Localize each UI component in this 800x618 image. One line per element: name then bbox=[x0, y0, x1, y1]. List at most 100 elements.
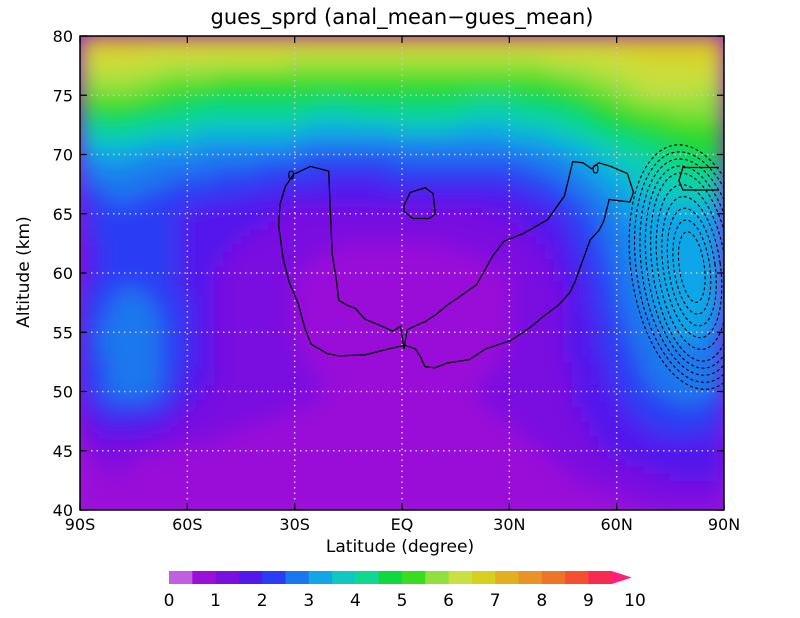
field-cell bbox=[160, 235, 171, 244]
field-cell bbox=[410, 117, 421, 126]
field-cell bbox=[393, 361, 403, 370]
field-cell bbox=[223, 273, 233, 282]
field-cell bbox=[285, 450, 296, 459]
field-cell bbox=[598, 347, 609, 356]
field-cell bbox=[142, 295, 153, 304]
field-cell bbox=[88, 495, 99, 504]
field-cell bbox=[518, 243, 528, 252]
field-cell bbox=[241, 102, 251, 111]
field-cell bbox=[357, 287, 367, 296]
field-cell bbox=[419, 132, 430, 141]
field-cell bbox=[258, 354, 269, 363]
field-cell bbox=[321, 324, 332, 333]
field-cell bbox=[205, 332, 215, 341]
field-cell bbox=[223, 472, 233, 481]
field-cell bbox=[124, 80, 135, 89]
field-cell bbox=[258, 435, 269, 444]
field-cell bbox=[625, 376, 636, 385]
field-cell bbox=[715, 295, 724, 304]
colorbar-swatch bbox=[238, 571, 263, 584]
field-cell bbox=[205, 161, 215, 170]
field-cell bbox=[589, 176, 600, 185]
field-cell bbox=[652, 354, 662, 363]
field-cell bbox=[294, 332, 305, 341]
field-cell bbox=[160, 213, 171, 222]
field-cell bbox=[330, 361, 340, 370]
field-cell bbox=[437, 354, 448, 363]
field-cell bbox=[205, 206, 215, 215]
field-cell bbox=[634, 110, 645, 119]
field-cell bbox=[205, 258, 215, 267]
field-cell bbox=[473, 376, 484, 385]
field-cell bbox=[285, 184, 296, 193]
field-cell bbox=[643, 443, 654, 452]
field-cell bbox=[80, 339, 90, 348]
field-cell bbox=[178, 235, 188, 244]
field-cell bbox=[267, 110, 278, 119]
field-cell bbox=[518, 73, 528, 82]
field-cell bbox=[357, 184, 367, 193]
field-cell bbox=[482, 43, 493, 52]
field-cell bbox=[169, 132, 179, 141]
field-cell bbox=[482, 324, 493, 333]
field-cell bbox=[554, 213, 564, 222]
field-cell bbox=[661, 243, 671, 252]
field-cell bbox=[688, 36, 698, 45]
field-cell bbox=[482, 376, 493, 385]
field-cell bbox=[402, 302, 412, 311]
field-cell bbox=[563, 435, 573, 444]
field-cell bbox=[491, 169, 501, 178]
field-cell bbox=[169, 124, 179, 133]
field-cell bbox=[80, 198, 90, 207]
field-cell bbox=[214, 495, 224, 504]
field-cell bbox=[303, 302, 314, 311]
field-cell bbox=[276, 169, 287, 178]
field-cell bbox=[455, 280, 466, 289]
field-cell bbox=[321, 502, 332, 510]
field-cell bbox=[124, 73, 135, 82]
field-cell bbox=[455, 398, 466, 407]
field-cell bbox=[357, 169, 367, 178]
field-cell bbox=[97, 398, 108, 407]
field-cell bbox=[294, 495, 305, 504]
field-cell bbox=[151, 458, 162, 467]
field-cell bbox=[571, 472, 582, 481]
field-cell bbox=[464, 132, 475, 141]
field-cell bbox=[643, 302, 654, 311]
field-cell bbox=[500, 176, 510, 185]
field-cell bbox=[661, 184, 671, 193]
field-cell bbox=[410, 347, 421, 356]
field-cell bbox=[402, 154, 412, 163]
field-cell bbox=[97, 102, 108, 111]
field-cell bbox=[545, 102, 555, 111]
field-cell bbox=[491, 310, 501, 319]
field-cell bbox=[643, 472, 654, 481]
field-cell bbox=[616, 443, 627, 452]
field-cell bbox=[133, 102, 144, 111]
field-cell bbox=[571, 184, 582, 193]
field-cell bbox=[303, 398, 314, 407]
field-cell bbox=[321, 191, 332, 200]
field-cell bbox=[88, 391, 99, 400]
field-cell bbox=[106, 221, 117, 230]
field-cell bbox=[446, 235, 457, 244]
field-cell bbox=[545, 435, 555, 444]
field-cell bbox=[196, 472, 206, 481]
field-cell bbox=[267, 117, 278, 126]
field-cell bbox=[384, 354, 394, 363]
field-cell bbox=[294, 154, 305, 163]
field-cell bbox=[303, 50, 314, 59]
field-cell bbox=[393, 132, 403, 141]
field-cell bbox=[187, 465, 197, 474]
field-cell bbox=[500, 191, 510, 200]
field-cell bbox=[455, 273, 466, 282]
field-cell bbox=[500, 80, 510, 89]
field-cell bbox=[509, 502, 519, 510]
field-cell bbox=[339, 65, 349, 74]
field-cell bbox=[509, 347, 519, 356]
field-cell bbox=[357, 421, 367, 430]
field-cell bbox=[679, 87, 689, 96]
field-cell bbox=[607, 280, 618, 289]
field-cell bbox=[715, 235, 724, 244]
field-cell bbox=[500, 213, 510, 222]
